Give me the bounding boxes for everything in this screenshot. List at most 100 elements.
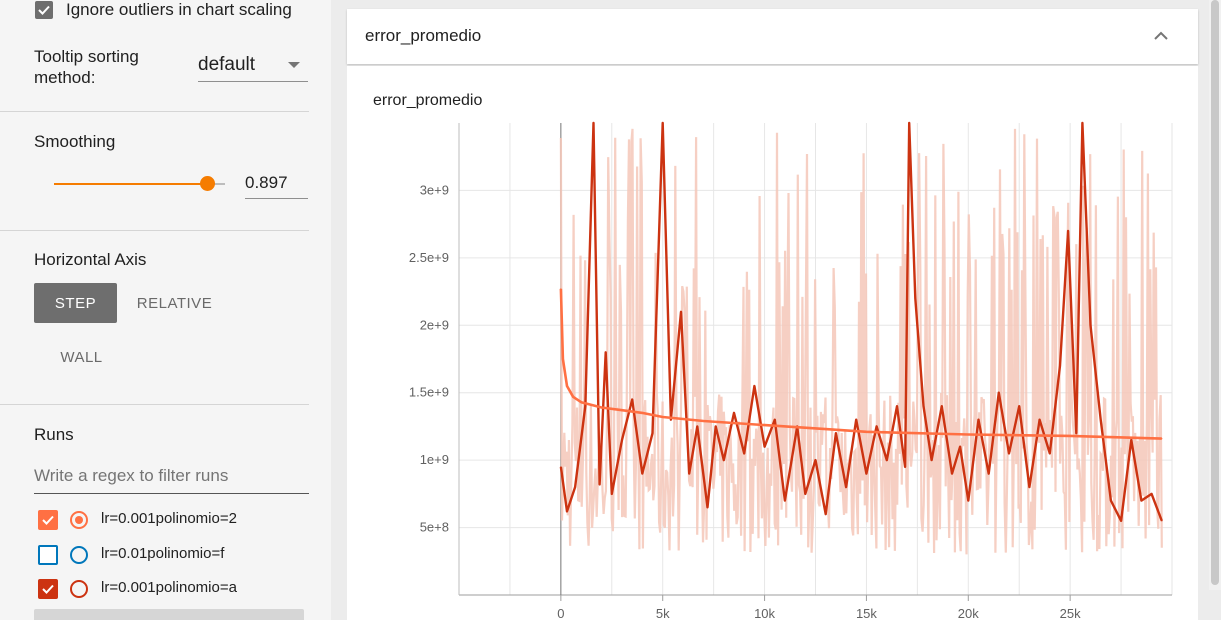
data-point [865,431,868,433]
data-point [804,493,806,495]
x-tick-label: 15k [856,606,877,620]
run-radio[interactable] [70,580,88,598]
data-point [763,446,766,448]
data-point [1089,324,1092,326]
toggle-all-runs-button[interactable] [34,609,304,620]
ignore-outliers-checkbox[interactable] [35,1,53,19]
data-point [715,425,717,428]
scrollbar[interactable] [1209,0,1221,590]
run-name: lr=0.001polinomio=a [101,579,237,596]
dropdown-arrow-icon [288,62,300,68]
data-point [1038,419,1041,421]
card-header[interactable]: error_promedio [347,9,1198,64]
y-tick-label: 2e+9 [420,317,449,332]
run-radio[interactable] [70,511,88,529]
run-checkbox[interactable] [38,579,58,599]
tooltip-sorting-label: Tooltip sorting method: [34,46,139,88]
run-item[interactable]: lr=0.001polinomio=2 [38,508,318,534]
data-point [1120,520,1122,522]
smoothing-label: Smoothing [34,132,116,151]
axis-step-button[interactable]: STEP [34,283,117,323]
data-point [592,122,595,124]
series-line-lr0001-a [559,121,1163,522]
data-point [1018,405,1020,407]
data-point [566,385,568,387]
data-point [763,424,766,426]
y-tick-label: 1e+9 [420,452,449,467]
x-tick-label: 10k [754,606,775,620]
x-tick-label: 0 [557,606,564,620]
run-checkbox[interactable] [38,545,58,565]
data-point [688,473,690,475]
data-point [835,432,837,434]
axis-relative-button[interactable]: RELATIVE [136,294,213,312]
data-point [988,473,990,475]
data-point [696,425,698,428]
chevron-up-icon[interactable] [1152,27,1170,45]
runs-filter-input[interactable]: Write a regex to filter runs [34,460,309,494]
data-point [967,500,969,502]
data-point [1059,365,1061,367]
smoothing-slider-thumb[interactable] [200,176,215,191]
scrollbar-thumb[interactable] [1211,0,1219,585]
data-point [621,439,623,441]
data-point [706,506,709,508]
data-point [1081,122,1083,124]
run-checkbox[interactable] [38,510,58,530]
data-point [896,405,898,407]
data-point [951,473,953,475]
data-point [886,459,888,461]
data-point [641,473,643,475]
data-point [560,466,562,468]
runs-filter-placeholder: Write a regex to filter runs [34,466,229,485]
run-name: lr=0.01polinomio=f [101,545,225,562]
chart-title: error_promedio [373,92,483,109]
data-point [670,419,672,421]
data-point [702,420,705,422]
x-tick-label: 20k [958,606,979,620]
smoothing-input[interactable]: 0.897 [245,168,308,199]
run-item[interactable]: lr=0.01polinomio=f [38,543,318,569]
data-point [572,396,574,398]
run-radio[interactable] [70,546,88,564]
check-icon [38,5,50,15]
data-point [598,483,601,486]
data-point [908,122,910,124]
data-point [662,122,664,124]
data-point [784,500,786,502]
y-tick-label: 5e+8 [420,520,449,535]
chart[interactable]: 5e+8 1e+9 1.5e+9 2e+9 2.5e+9 3e+9 0 5k 10k 15k 20k… [331,0,1221,620]
data-point [977,419,980,421]
data-point [855,419,857,421]
data-point [845,486,847,488]
axis-wall-button[interactable]: WALL [60,348,103,366]
ignore-outliers-label: Ignore outliers in chart scaling [66,0,292,19]
data-point [1075,432,1077,434]
x-tick-label: 25k [1060,606,1081,620]
data-point [631,398,633,401]
data-point [621,409,623,411]
data-point [1028,486,1030,488]
data-point [641,412,643,414]
series-line-raw [559,128,1163,555]
smoothing-slider-track[interactable] [54,183,207,185]
data-point [1161,437,1163,440]
y-tick-label: 1.5e+9 [409,385,449,400]
main-panel: error_promedio error_promedio 5e+8 1e+9 1.… [331,0,1221,620]
data-point [651,432,654,434]
data-point [959,446,961,448]
data-point [743,452,745,454]
data-point [998,392,1000,394]
y-tick-label: 2.5e+9 [409,250,449,265]
run-item[interactable]: lr=0.001polinomio=a [38,577,318,603]
sidebar: Ignore outliers in chart scaling Tooltip… [0,0,331,620]
data-point [611,493,613,495]
check-icon [42,515,54,525]
y-tick-label: 3e+9 [420,182,449,197]
data-point [574,486,576,488]
data-point [1130,439,1132,441]
data-point [733,412,735,414]
check-icon [42,584,54,594]
tooltip-sorting-select[interactable]: default [198,48,308,82]
data-point [1067,230,1069,232]
